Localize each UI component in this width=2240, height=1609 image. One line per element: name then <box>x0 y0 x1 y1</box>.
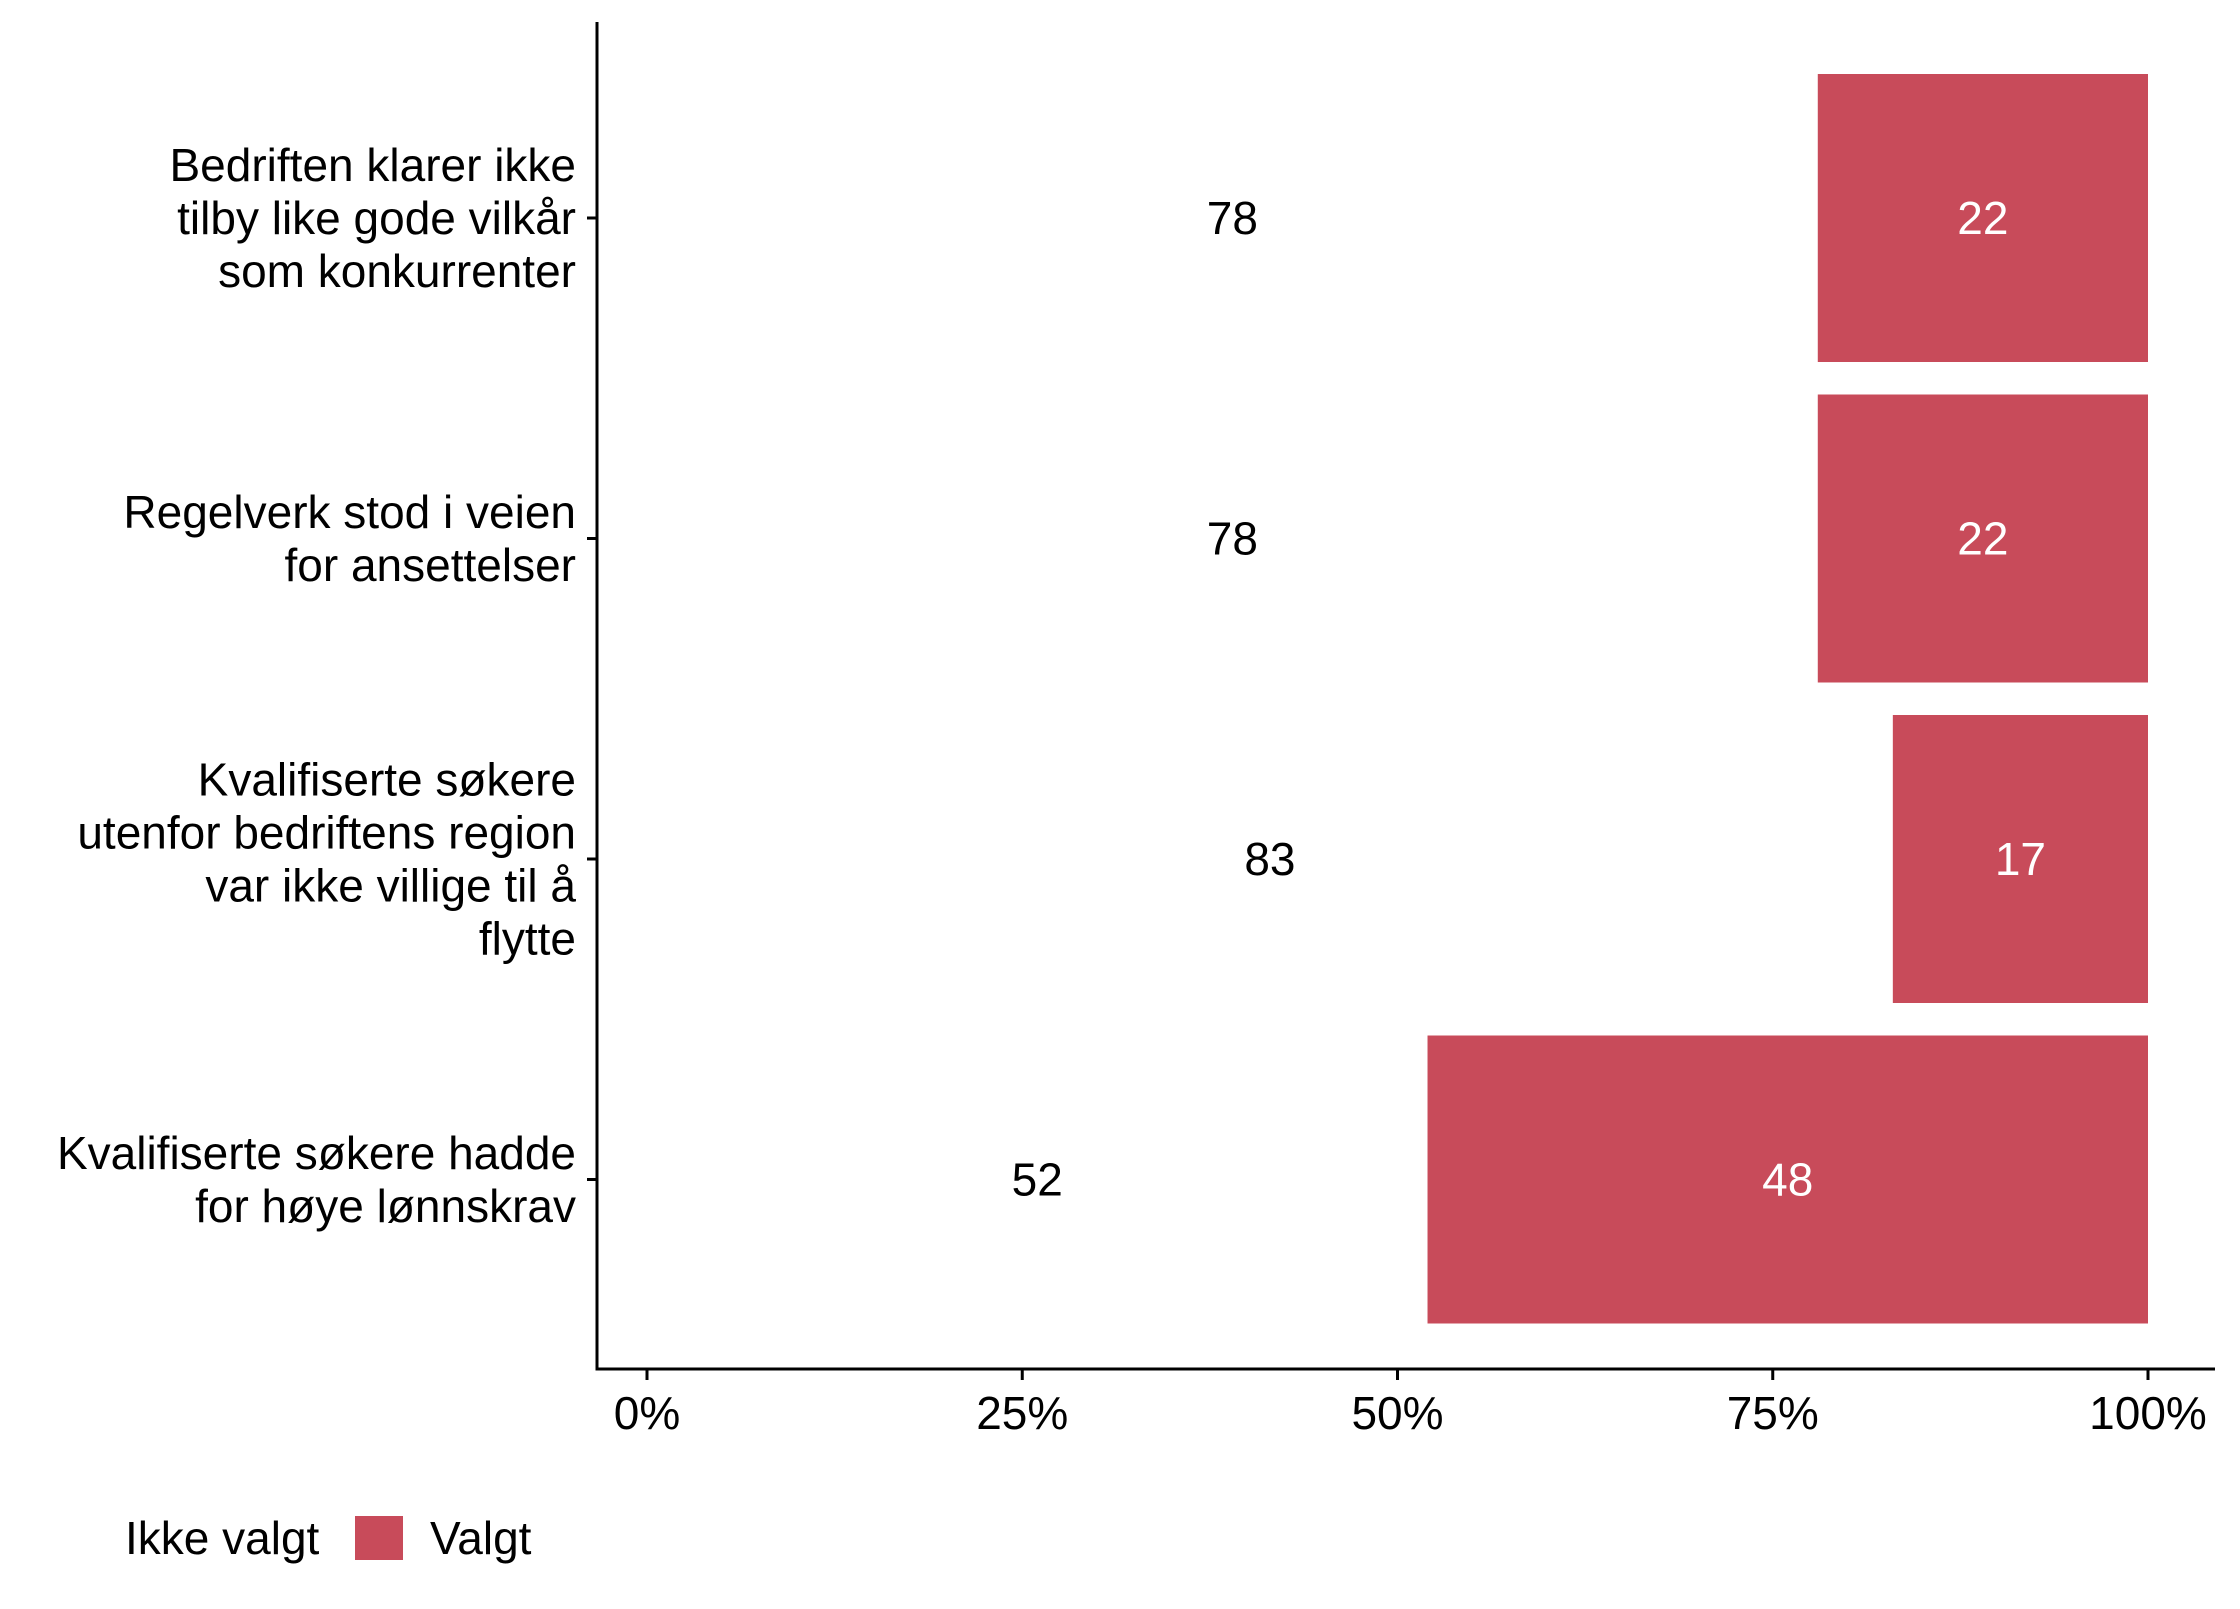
data-labels-layer: 78 22 78 22 83 17 52 48 <box>1012 192 2046 1206</box>
x-tick-label: 0% <box>614 1387 680 1439</box>
bar-valgt-0 <box>1817 74 2148 362</box>
bar-valgt-1 <box>1817 394 2148 683</box>
bar-ikke-valgt-0 <box>647 74 1818 362</box>
x-tick-label: 100% <box>2089 1387 2207 1439</box>
category-label: Kvalifiserte søkere hadde for høye lønnsk… <box>57 1127 576 1232</box>
data-label: 52 <box>1012 1154 1063 1206</box>
data-label: 17 <box>1995 833 2046 885</box>
data-label: 22 <box>1957 513 2008 565</box>
data-label: 78 <box>1207 192 1258 244</box>
category-label: Kvalifiserte søkere utenfor bedriftens re… <box>77 754 576 965</box>
bar-valgt-3 <box>1427 1035 2148 1324</box>
category-label: Bedriften klarer ikke tilby like gode vil… <box>170 139 577 297</box>
y-axis: Bedriften klarer ikke tilby like gode vil… <box>57 22 599 1371</box>
bar-valgt-2 <box>1892 715 2148 1003</box>
bar-ikke-valgt-2 <box>647 715 1893 1003</box>
bar-ikke-valgt-3 <box>647 1035 1428 1324</box>
data-label: 22 <box>1957 192 2008 244</box>
legend-swatch-valgt <box>355 1516 403 1560</box>
x-tick-label: 50% <box>1351 1387 1443 1439</box>
category-label: Regelverk stod i veien for ansettelser <box>123 486 576 591</box>
legend-label-valgt: Valgt <box>430 1512 532 1564</box>
x-axis: 0% 25% 50% 75% 100% <box>595 1367 2215 1439</box>
data-label: 48 <box>1762 1154 1813 1206</box>
bar-ikke-valgt-1 <box>647 394 1818 683</box>
x-tick-label: 25% <box>976 1387 1068 1439</box>
data-label: 78 <box>1207 513 1258 565</box>
bars-layer <box>647 74 2148 1324</box>
data-label: 83 <box>1244 833 1295 885</box>
legend-label-ikke-valgt: Ikke valgt <box>125 1512 320 1564</box>
x-tick-label: 75% <box>1727 1387 1819 1439</box>
legend: Ikke valgt Valgt <box>125 1512 532 1564</box>
